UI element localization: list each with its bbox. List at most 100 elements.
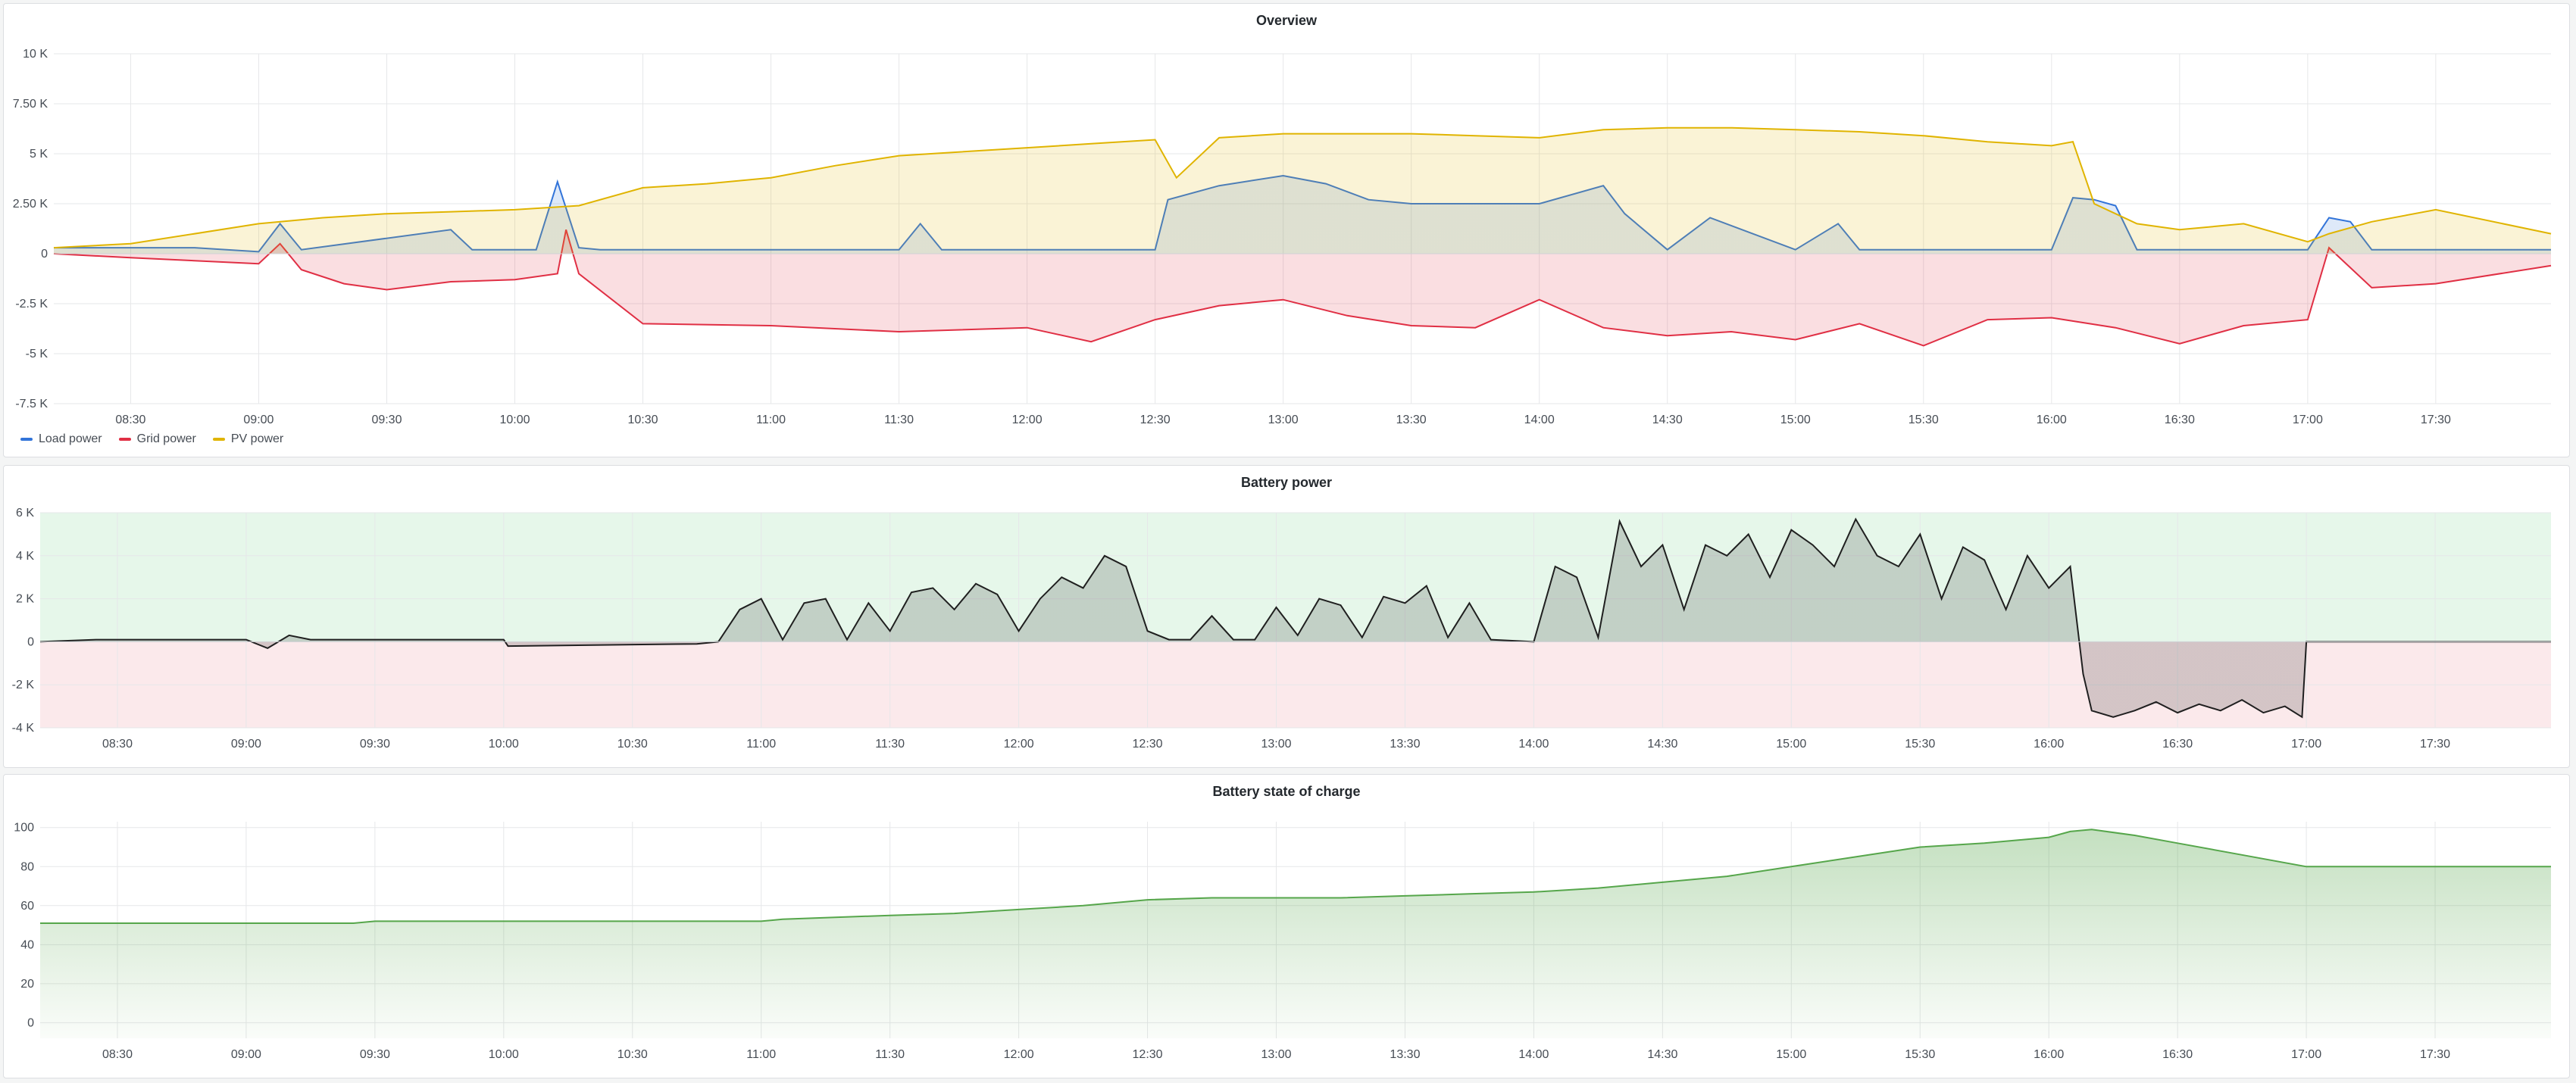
x-tick-label: 09:30 xyxy=(360,1048,390,1061)
y-tick-label: 7.50 K xyxy=(13,98,48,111)
legend-label-grid-power: Grid power xyxy=(136,432,196,445)
x-tick-label: 13:30 xyxy=(1390,1048,1420,1061)
soc-title: Battery state of charge xyxy=(1212,784,1361,799)
y-tick-label: -5 K xyxy=(26,348,48,360)
y-tick-label: 4 K xyxy=(16,550,34,563)
y-tick-label: 5 K xyxy=(30,148,48,161)
x-tick-label: 12:30 xyxy=(1133,738,1163,751)
legend-item-load-power[interactable]: Load power xyxy=(20,432,102,446)
grid-power-swatch xyxy=(118,438,131,441)
grid-power-line xyxy=(53,229,2552,347)
x-tick-label: 13:30 xyxy=(1390,738,1420,751)
battery-state-of-charge-area xyxy=(40,829,2551,1038)
x-tick-label: 11:30 xyxy=(875,1048,905,1061)
x-tick-label: 12:30 xyxy=(1140,414,1171,426)
y-tick-label: -2.5 K xyxy=(15,298,48,311)
soc-panel: Battery state of charge 100 80 60 40 20 0 08:3… xyxy=(3,774,2570,1078)
y-tick-label: -4 K xyxy=(12,722,35,735)
legend-item-grid-power[interactable]: Grid power xyxy=(118,432,196,446)
x-tick-label: 13:30 xyxy=(1396,414,1427,426)
x-tick-label: 11:30 xyxy=(875,738,905,751)
x-tick-label: 10:30 xyxy=(627,414,658,426)
load-power-swatch xyxy=(20,438,33,441)
x-tick-label: 12:00 xyxy=(1004,738,1034,751)
pv-power-line xyxy=(53,126,2552,249)
x-tick-label: 10:30 xyxy=(617,738,648,751)
x-tick-label: 13:00 xyxy=(1261,738,1291,751)
x-tick-label: 16:30 xyxy=(2162,738,2193,751)
overview-chart[interactable]: 10 K 7.50 K 5 K 2.50 K 0 -2.5 K -5 K -7.5 K 08:3… xyxy=(4,4,2569,457)
y-tick-label: 2.50 K xyxy=(13,198,48,211)
x-tick-label: 16:00 xyxy=(2034,1048,2064,1061)
x-tick-label: 13:00 xyxy=(1261,1048,1291,1061)
x-tick-label: 16:30 xyxy=(2165,414,2195,426)
legend-label-load-power: Load power xyxy=(39,432,102,445)
x-tick-label: 14:00 xyxy=(1518,1048,1549,1061)
positive-band xyxy=(40,513,2551,642)
y-tick-label: -2 K xyxy=(12,679,35,691)
x-tick-label: 08:30 xyxy=(102,738,133,751)
x-tick-label: 15:00 xyxy=(1780,414,1811,426)
y-tick-label: 60 xyxy=(20,900,34,913)
pv-power-swatch xyxy=(212,438,225,441)
x-tick-label: 11:00 xyxy=(746,738,776,751)
y-tick-label: 0 xyxy=(27,1016,34,1029)
overview-panel: Overview 10 K 7.50 K 5 K 2.50 K 0 -2.5 K -5 K -… xyxy=(3,3,2570,457)
overview-title: Overview xyxy=(1255,13,1318,28)
x-tick-label: 16:00 xyxy=(2034,738,2064,751)
y-tick-label: 0 xyxy=(41,248,48,261)
soc-chart[interactable]: 100 80 60 40 20 0 08:30 09:00 09:30 10:00 10:30 11:… xyxy=(4,775,2569,1078)
grid-power-area xyxy=(54,229,2551,346)
x-tick-label: 16:00 xyxy=(2037,414,2067,426)
x-tick-label: 17:00 xyxy=(2291,738,2321,751)
y-tick-label: 0 xyxy=(27,635,34,648)
x-tick-label: 13:00 xyxy=(1268,414,1299,426)
x-tick-label: 08:30 xyxy=(102,1048,133,1061)
x-tick-label: 14:30 xyxy=(1647,738,1677,751)
x-tick-label: 17:30 xyxy=(2420,1048,2450,1061)
x-tick-label: 15:00 xyxy=(1776,1048,1806,1061)
battery-power-area xyxy=(40,519,2551,717)
x-tick-label: 15:00 xyxy=(1776,738,1806,751)
x-tick-label: 17:30 xyxy=(2421,414,2451,426)
y-tick-label: 100 xyxy=(14,822,34,835)
legend-item-pv-power[interactable]: PV power xyxy=(212,432,283,446)
y-tick-label: 20 xyxy=(20,978,34,991)
x-tick-label: 14:30 xyxy=(1647,1048,1677,1061)
x-tick-label: 14:00 xyxy=(1524,414,1555,426)
pv-power-area xyxy=(54,127,2551,254)
x-tick-label: 17:30 xyxy=(2420,738,2450,751)
x-tick-label: 10:00 xyxy=(489,738,519,751)
x-tick-label: 15:30 xyxy=(1905,738,1935,751)
x-tick-label: 09:30 xyxy=(371,414,402,426)
x-tick-label: 15:30 xyxy=(1905,1048,1935,1061)
battery-power-chart[interactable]: 6 K 4 K 2 K 0 -2 K -4 K 08:30 09:00 09:30 10:00 10… xyxy=(4,466,2569,767)
x-tick-label: 08:30 xyxy=(115,414,145,426)
x-tick-label: 10:00 xyxy=(499,414,530,426)
y-tick-label: 6 K xyxy=(16,507,34,520)
x-tick-label: 10:30 xyxy=(617,1048,648,1061)
x-tick-label: 09:00 xyxy=(243,414,274,426)
x-tick-label: 09:00 xyxy=(231,1048,261,1061)
battery-power-panel: Battery power 6 K 4 K 2 K 0 -2 K -4 K 08:30 09:… xyxy=(3,465,2570,768)
battery-power-title: Battery power xyxy=(1240,475,1333,490)
x-tick-label: 11:30 xyxy=(884,414,914,426)
x-tick-label: 12:30 xyxy=(1133,1048,1163,1061)
x-tick-label: 17:00 xyxy=(2291,1048,2321,1061)
y-tick-label: 10 K xyxy=(23,48,48,61)
battery-power-line xyxy=(39,517,2551,719)
x-tick-label: 12:00 xyxy=(1004,1048,1034,1061)
y-tick-label: 40 xyxy=(20,938,34,951)
x-tick-label: 09:30 xyxy=(360,738,390,751)
x-tick-label: 09:00 xyxy=(231,738,261,751)
x-tick-label: 12:00 xyxy=(1012,414,1043,426)
x-tick-label: 17:00 xyxy=(2293,414,2323,426)
x-tick-label: 16:30 xyxy=(2162,1048,2193,1061)
x-tick-label: 11:00 xyxy=(756,414,786,426)
x-tick-label: 11:00 xyxy=(746,1048,776,1061)
x-tick-label: 10:00 xyxy=(489,1048,519,1061)
y-tick-label: -7.5 K xyxy=(15,398,48,410)
x-tick-label: 15:30 xyxy=(1909,414,1939,426)
y-tick-label: 80 xyxy=(20,860,34,873)
battery-state-of-charge-line xyxy=(40,829,2551,924)
